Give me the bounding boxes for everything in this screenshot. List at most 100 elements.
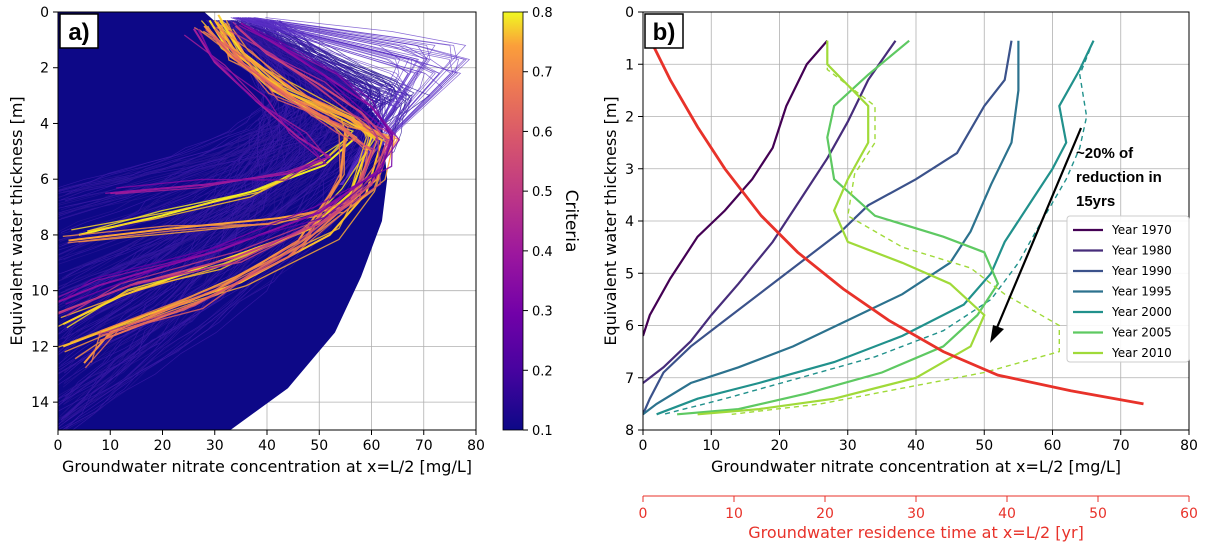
annotation-line-2: reduction in: [1076, 169, 1162, 186]
ensemble-line: [62, 20, 333, 317]
annotation-arrowhead: [990, 325, 1004, 343]
panel-b-ytick-label: 7: [625, 371, 634, 387]
colorbar-tick-label: 0.1: [532, 424, 553, 439]
legend-label: Year 2010: [1111, 346, 1172, 360]
colorbar: 0.8 0.7 0.6 0.5 0.4 0.3 0.2 0.1 Criteria: [502, 6, 581, 439]
ensemble-line: [63, 20, 415, 384]
secondary-tick-label: 20: [816, 506, 834, 522]
criteria-profile: [65, 29, 393, 317]
panel-b-tag-box: [644, 13, 684, 49]
legend-label: Year 2000: [1111, 305, 1172, 319]
ensemble-line: [58, 20, 372, 347]
legend-label: Year 1990: [1111, 264, 1172, 278]
series-line: [663, 40, 1095, 415]
secondary-x-axis: 0 10 20 30 40 50 60: [639, 495, 1198, 522]
panel-a-ticks: 0 10 20 30 40 50 60 70 80 0 2 4 6 8 10 12 14: [31, 5, 485, 454]
criteria-profile: [66, 23, 394, 298]
colorbar-tick-label: 0.8: [532, 6, 553, 21]
legend-box: [1066, 215, 1190, 363]
secondary-tick-label: 60: [1180, 506, 1198, 522]
panel-a-ytick-label: 0: [40, 5, 49, 21]
ensemble-line: [59, 20, 372, 295]
criteria-profile: [116, 29, 321, 189]
panel-a-ytick-label: 12: [31, 339, 49, 355]
panel-a-ytick-label: 14: [31, 395, 49, 411]
ensemble-line: [62, 20, 407, 325]
ensemble-line: [233, 17, 419, 186]
series-line: [677, 39, 1000, 416]
panel-a-xtick-label: 40: [258, 438, 276, 454]
legend: Year 1970 Year 1980 Year 1990 Year 1995 Year…: [1066, 215, 1190, 363]
panel-a: 0 10 20 30 40 50 60 70 80 0 2 4 6 8 10 12 14 Groundwater…: [7, 5, 485, 476]
panel-b-xlabel: Groundwater nitrate concentration at x=L…: [711, 457, 1121, 476]
residence-time-curve: [646, 16, 1144, 406]
panel-b-xtick-label: 0: [639, 438, 648, 454]
series-line: [731, 40, 1061, 415]
colorbar-label: Criteria: [561, 190, 581, 253]
colorbar-tick-label: 0.3: [532, 305, 553, 320]
secondary-tick-label: 50: [1089, 506, 1107, 522]
secondary-tick-label: 30: [907, 506, 925, 522]
ensemble-line: [64, 20, 409, 207]
colorbar-tick-label: 0.6: [532, 125, 553, 140]
ensemble-line: [58, 20, 381, 259]
legend-label: Year 1995: [1111, 285, 1172, 299]
panel-b-xtick-label: 20: [771, 438, 789, 454]
panel-a-ytick-label: 10: [31, 284, 49, 300]
ensemble-line: [235, 17, 400, 185]
criteria-profile: [84, 26, 341, 369]
panel-b-ytick-label: 3: [625, 162, 634, 178]
panel-a-xtick-label: 10: [101, 438, 119, 454]
panel-a-xtick-label: 0: [54, 438, 63, 454]
series-line: [697, 40, 986, 416]
panel-b-xtick-label: 70: [1112, 438, 1130, 454]
panel-a-plot-area: [58, 12, 471, 430]
ensemble-line: [58, 20, 280, 233]
panel-a-ytick-label: 4: [40, 116, 49, 132]
series-line: [643, 39, 829, 337]
ensemble-line: [242, 17, 401, 185]
colorbar-tick-label: 0.4: [532, 245, 553, 260]
ensemble-line: [58, 20, 314, 399]
panel-a-tag-box: [59, 13, 99, 49]
ensemble-line: [59, 20, 291, 325]
legend-label: Year 1970: [1111, 223, 1172, 237]
panel-a-xtick-label: 50: [310, 438, 328, 454]
panel-a-xtick-label: 80: [467, 438, 485, 454]
panel-b-ticks: 0 10 20 30 40 50 60 70 80 0 1 2 3 4 5 6 7 8: [625, 5, 1198, 454]
panel-b-xtick-label: 60: [1044, 438, 1062, 454]
secondary-xlabel: Groundwater residence time at x=L/2 [yr]: [748, 523, 1084, 542]
panel-b-ytick-label: 6: [625, 319, 634, 335]
colorbar-tick-label: 0.5: [532, 185, 553, 200]
annotation-arrow: [994, 127, 1083, 331]
panel-a-ytick-label: 8: [40, 228, 49, 244]
criteria-profile: [96, 29, 377, 336]
panel-b-ytick-label: 0: [625, 5, 634, 21]
legend-label: Year 2005: [1111, 326, 1172, 340]
secondary-tick-label: 10: [725, 506, 743, 522]
ensemble-line: [62, 20, 331, 302]
series-line: [643, 40, 1013, 415]
colorbar-tick-label: 0.7: [532, 66, 553, 81]
panel-a-ytick-label: 2: [40, 61, 49, 77]
panel-b-ytick-label: 5: [625, 266, 634, 282]
secondary-tick-label: 0: [639, 506, 648, 522]
panel-b-ytick-label: 1: [625, 57, 634, 73]
secondary-tick-label: 40: [998, 506, 1016, 522]
ensemble-line: [58, 20, 392, 202]
series-line: [656, 40, 1095, 416]
ensemble-line: [234, 17, 409, 185]
colorbar-tick-label: 0.2: [532, 364, 553, 379]
panel-b-tag: b): [653, 19, 676, 46]
panel-a-xtick-label: 60: [363, 438, 381, 454]
panel-a-ylabel: Equivalent water thickness [m]: [7, 96, 26, 345]
panel-a-ytick-label: 6: [40, 172, 49, 188]
panel-a-xlabel: Groundwater nitrate concentration at x=L…: [62, 457, 472, 476]
panel-b-xtick-label: 30: [839, 438, 857, 454]
panel-b-ytick-label: 2: [625, 110, 634, 126]
criteria-profile: [58, 24, 401, 298]
panel-b-plot-area: [643, 16, 1144, 416]
colorbar-ticks: 0.8 0.7 0.6 0.5 0.4 0.3 0.2 0.1: [523, 6, 553, 439]
panel-b-xtick-label: 50: [975, 438, 993, 454]
